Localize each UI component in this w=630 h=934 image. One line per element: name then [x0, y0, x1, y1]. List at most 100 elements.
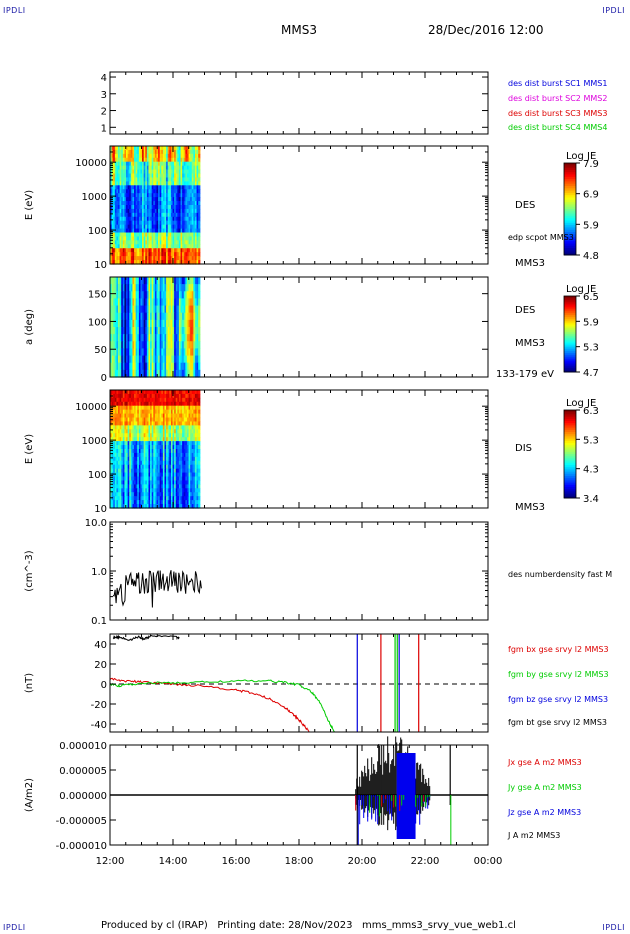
corner-label-top-right: IPDLI	[602, 6, 625, 15]
colorbar-title: Log JE	[566, 151, 596, 162]
colorbar-tick-label: 6.3	[583, 406, 599, 417]
y-tick-label: 150	[88, 290, 107, 301]
y-axis-label: (nT)	[24, 673, 35, 693]
y-tick-label: 0	[101, 373, 107, 384]
y-axis-label: a (deg)	[24, 309, 35, 345]
x-tick-label: 14:00	[159, 856, 188, 867]
y-tick-label: 10	[94, 504, 107, 515]
y-axis-label: (cm^-3)	[24, 550, 35, 591]
y-tick-label: 0.000005	[59, 766, 107, 777]
y-tick-label: 0	[101, 680, 107, 691]
panel-label: DIS	[515, 443, 532, 454]
colorbar-title: Log JE	[566, 398, 596, 409]
y-tick-label: 0.000000	[59, 791, 107, 802]
y-tick-label: 100	[88, 470, 107, 481]
x-tick-label: 16:00	[222, 856, 251, 867]
y-tick-label: 20	[94, 660, 107, 671]
panel-current: 0.000010 0.000005 0.000000 -0.000005 -0.0000…	[24, 736, 582, 852]
spectrogram-des-energy	[110, 146, 201, 265]
legend-entry: fgm bz gse srvy l2 MMS3	[508, 695, 608, 704]
legend-entry: Jy gse A m2 MMS3	[507, 783, 582, 792]
legend-entry: des dist burst SC3 MMS3	[508, 109, 607, 118]
spacecraft-title: MMS3	[281, 23, 317, 37]
legend-entry: des numberdensity fast M	[508, 570, 612, 579]
colorbar-des-energy: Log JE7.9 6.9 5.9 4.8	[563, 151, 599, 262]
y-tick-label: 0.1	[91, 616, 107, 627]
current-burst	[355, 736, 452, 845]
colorbar-tick-label: 5.3	[583, 435, 599, 446]
legend-entry: des dist burst SC1 MMS1	[508, 79, 607, 88]
y-tick-label: 100	[88, 317, 107, 328]
y-tick-label: 1000	[82, 192, 107, 203]
panel-label: DES	[515, 305, 535, 316]
y-tick-label: -20	[91, 700, 107, 711]
y-tick-label: 1000	[82, 436, 107, 447]
corner-label-bottom-left: IPDLI	[3, 923, 26, 932]
y-tick-label: 4	[101, 73, 107, 84]
y-tick-label: 1	[101, 123, 107, 134]
x-tick-label: 20:00	[348, 856, 377, 867]
colorbar-tick-label: 5.3	[583, 343, 599, 354]
plot-date: 28/Dec/2016 12:00	[428, 23, 544, 37]
x-tick-label: 18:00	[285, 856, 314, 867]
colorbar-title: Log JE	[566, 284, 596, 295]
panel-density: 10.0 1.0 0.1 (cm^-3) des numberdensity fast …	[24, 518, 612, 627]
y-tick-label: 2	[101, 107, 107, 118]
legend-entry: Jz gse A m2 MMS3	[507, 808, 581, 817]
plot-frame	[109, 71, 489, 135]
panel-des-energy: Log JE7.9 6.9 5.9 4.8 10000 1000 100 10 E (eV) DE…	[24, 145, 599, 271]
series-line-bx	[109, 677, 310, 733]
y-tick-label: 3	[101, 90, 107, 101]
colorbar-tick-label: 7.9	[583, 159, 599, 170]
colorbar-tick-label: 4.3	[583, 465, 599, 476]
y-tick-label: 10	[94, 260, 107, 271]
y-tick-label: 100	[88, 226, 107, 237]
legend-entry: J A m2 MMS3	[507, 831, 560, 840]
panel-label: 133-179 eV	[496, 369, 554, 380]
panel-label: MMS3	[515, 338, 545, 349]
y-tick-label: 40	[94, 640, 107, 651]
y-tick-label: 10000	[75, 158, 107, 169]
colorbar-tick-label: 4.7	[583, 368, 599, 379]
y-axis-label: E (eV)	[24, 190, 35, 220]
spectrogram-des-pitch	[110, 277, 201, 378]
y-tick-label: -40	[91, 720, 107, 731]
colorbar-tick-label: 5.9	[583, 317, 599, 328]
corner-label-bottom-right: IPDLI	[602, 923, 625, 932]
colorbar-tick-label: 4.8	[583, 251, 599, 262]
colorbar-dis-energy: Log JE6.3 5.3 4.3 3.4	[563, 398, 599, 505]
panel-label: edp scpot MMS3	[508, 233, 574, 242]
y-tick-label: 50	[94, 345, 107, 356]
colorbar-tick-label: 6.5	[583, 292, 599, 303]
panel-label: MMS3	[515, 502, 545, 513]
corner-label-top-left: IPDLI	[3, 6, 26, 15]
panel-dis-energy: Log JE6.3 5.3 4.3 3.4 10000 1000 100 10 E (eV) DI…	[24, 389, 599, 515]
legend-entry: des dist burst SC2 MMS2	[508, 94, 607, 103]
y-tick-label: 0.000010	[59, 741, 107, 752]
legend-entry: des dist burst SC4 MMS4	[508, 123, 607, 132]
plot-frame	[109, 521, 489, 621]
y-tick-label: 10000	[75, 402, 107, 413]
footer-credits: Produced by cl (IRAP) Printing date: 28/…	[101, 920, 516, 931]
legend-entry: Jx gse A m2 MMS3	[507, 758, 582, 767]
colorbar-des-pitch: Log JE6.5 5.9 5.3 4.7	[563, 284, 599, 379]
series-line-bt	[112, 634, 180, 642]
legend-entry: fgm by gse srvy l2 MMS3	[508, 670, 609, 679]
panel-fgm: 40 20 0 -20 -40 (nT) fgm bx gse srvy l2 MMS3 fg…	[24, 633, 609, 733]
y-tick-label: -0.000005	[56, 816, 107, 827]
series-line-density	[112, 570, 202, 608]
panel-label: MMS3	[515, 258, 545, 269]
y-axis-label: (A/m2)	[24, 778, 35, 812]
panel-sc-config: 1 2 3 4 des dist burst SC1 MMS1 des dist burs…	[101, 71, 607, 135]
y-tick-label: 1.0	[91, 567, 107, 578]
y-axis-label: E (eV)	[24, 434, 35, 464]
legend-entry: fgm bx gse srvy l2 MMS3	[508, 645, 609, 654]
colorbar-tick-label: 6.9	[583, 190, 599, 201]
x-tick-label: 12:00	[96, 856, 125, 867]
colorbar-tick-label: 3.4	[583, 494, 599, 505]
x-tick-label: 22:00	[411, 856, 440, 867]
panel-label: DES	[515, 200, 535, 211]
y-tick-label: 10.0	[85, 518, 107, 529]
series-line-by	[109, 679, 336, 733]
